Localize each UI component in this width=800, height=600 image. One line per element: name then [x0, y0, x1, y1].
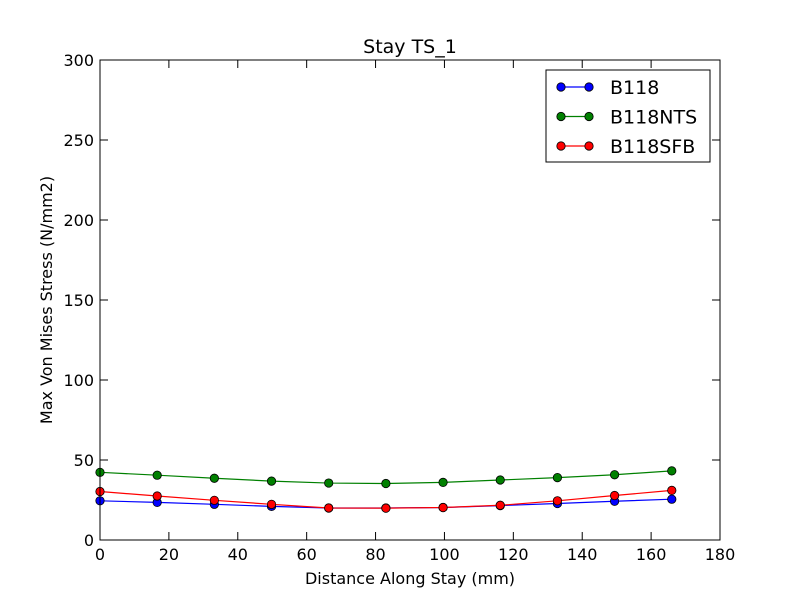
x-tick-label: 140 — [567, 545, 598, 564]
data-point-b118sfb — [209, 495, 219, 505]
data-point-b118sfb — [266, 499, 277, 509]
data-point-b118sfb — [324, 503, 334, 513]
y-tick-label: 0 — [84, 531, 94, 550]
data-point-b118nts — [266, 476, 277, 486]
data-point-b118nts — [609, 470, 620, 480]
y-axis-title: Max Von Mises Stress (N/mm2) — [37, 176, 56, 424]
x-tick-label: 100 — [429, 545, 460, 564]
legend-marker-b118sfb — [556, 141, 566, 151]
x-tick-label: 120 — [498, 545, 529, 564]
legend-label-b118: B118 — [610, 77, 659, 99]
data-point-b118nts — [552, 472, 563, 483]
chart-title: Stay TS_1 — [363, 36, 457, 58]
x-tick-label: 20 — [159, 545, 179, 564]
data-point-b118sfb — [495, 500, 505, 510]
x-tick-label: 180 — [705, 545, 736, 564]
y-axis: 0 50 100 150 200 250 300 — [63, 51, 720, 550]
legend-marker-b118nts — [584, 111, 594, 122]
y-tick-label: 100 — [63, 371, 94, 390]
data-point-b118sfb — [552, 496, 563, 506]
y-tick-label: 50 — [74, 451, 94, 470]
data-point-b118nts — [438, 477, 448, 487]
x-axis-title: Distance Along Stay (mm) — [305, 569, 515, 588]
y-tick-label: 250 — [63, 131, 94, 150]
series-layer — [95, 466, 677, 513]
x-tick-label: 80 — [365, 545, 385, 564]
data-point-b118sfb — [609, 490, 620, 501]
data-point-b118nts — [324, 478, 334, 488]
data-point-b118sfb — [381, 503, 391, 513]
x-tick-label: 40 — [228, 545, 248, 564]
legend-marker-b118 — [556, 82, 566, 92]
data-point-b118nts — [209, 473, 219, 483]
legend: B118 B118NTS B118SFB — [545, 69, 711, 163]
data-point-b118sfb — [438, 502, 448, 513]
x-tick-label: 0 — [95, 545, 105, 564]
y-tick-label: 300 — [63, 51, 94, 70]
x-tick-label: 160 — [636, 545, 667, 564]
x-axis: 0 20 40 60 80 100 120 140 160 180 — [95, 60, 735, 564]
legend-marker-b118nts — [556, 111, 566, 122]
x-tick-label: 60 — [296, 545, 316, 564]
data-point-b118nts — [667, 466, 677, 476]
data-point-b118nts — [495, 475, 505, 485]
data-point-b118 — [667, 494, 677, 504]
data-point-b118sfb — [152, 491, 162, 501]
legend-marker-b118sfb — [584, 141, 594, 151]
legend-label-b118nts: B118NTS — [610, 107, 697, 129]
legend-label-b118sfb: B118SFB — [610, 136, 695, 158]
data-point-b118nts — [381, 478, 391, 489]
legend-marker-b118 — [584, 82, 594, 92]
y-tick-label: 200 — [63, 211, 94, 230]
data-point-b118sfb — [667, 485, 677, 495]
data-point-b118nts — [152, 470, 162, 480]
y-tick-label: 150 — [63, 291, 94, 310]
